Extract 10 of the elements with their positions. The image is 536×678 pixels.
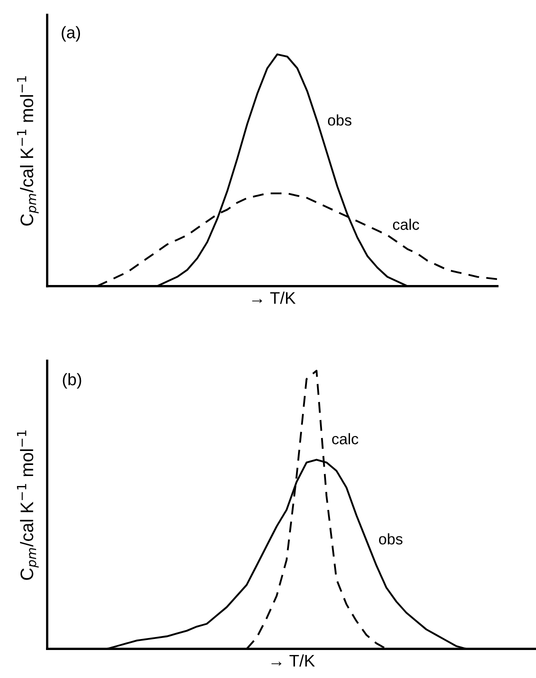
y-axis-title: C$_{pm}$/cal K$^{−1}$ mol$^{−1}$ bbox=[16, 430, 39, 580]
series-label: obs bbox=[379, 533, 402, 544]
series-label: obs bbox=[328, 114, 352, 126]
series-label: calc bbox=[393, 218, 420, 230]
x-axis-title: → T/K bbox=[272, 654, 315, 667]
x-axis-title: → T/K bbox=[252, 292, 296, 304]
y-axis-title: C$_{pm}$/cal K$^{−1}$ mol$^{−1}$ bbox=[16, 76, 39, 226]
series-label: calc bbox=[332, 433, 358, 444]
chart-title: (b) bbox=[62, 373, 82, 389]
chart-title: (a) bbox=[62, 26, 80, 42]
